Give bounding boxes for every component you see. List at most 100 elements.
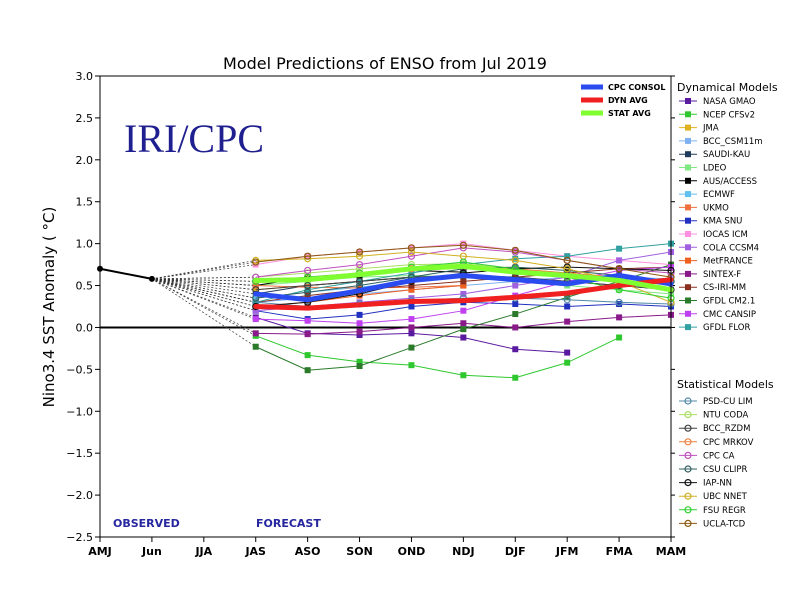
series-point bbox=[408, 282, 415, 289]
series-point bbox=[460, 334, 467, 341]
series-point bbox=[356, 358, 363, 365]
x-tick-label: SON bbox=[346, 545, 372, 558]
series-point bbox=[564, 303, 571, 310]
legend-swatch-marker bbox=[684, 479, 692, 487]
forecast-label: FORECAST bbox=[256, 517, 321, 530]
legend-swatch-marker bbox=[685, 204, 691, 211]
y-tick-labels: 3.0 2.5 2.0 1.5 1.0 0.5 0.0 −0.5 −1.0 −1.5 −2.0 −2.… bbox=[66, 70, 675, 544]
series-point bbox=[408, 269, 415, 276]
watermark: IRI/CPC bbox=[124, 116, 264, 161]
forecast-connector bbox=[151, 264, 256, 280]
series-point bbox=[512, 255, 519, 262]
legend-swatch-marker bbox=[685, 151, 691, 158]
legend-label: PSD-CU LIM bbox=[703, 397, 753, 407]
y-axis-label: Nino3.4 SST Anomaly ( °C) bbox=[40, 207, 58, 408]
model-legend: Dynamical Models Statistical Models NASA… bbox=[677, 81, 778, 529]
series-point bbox=[564, 359, 571, 366]
series-point bbox=[407, 244, 416, 252]
series-point bbox=[460, 307, 467, 314]
legend-label: SAUDI-KAU bbox=[703, 150, 750, 160]
legend-swatch-marker bbox=[685, 177, 691, 184]
forecast-connector bbox=[151, 278, 256, 318]
x-tick-label: ASO bbox=[295, 545, 321, 558]
series-point bbox=[459, 241, 467, 249]
series-point bbox=[460, 372, 467, 379]
series-point bbox=[252, 258, 260, 266]
series-point bbox=[304, 367, 311, 374]
forecast-connector bbox=[151, 278, 256, 348]
y-tick-label: −1.5 bbox=[66, 447, 93, 460]
legend-swatch-marker bbox=[685, 257, 691, 264]
series-point bbox=[356, 328, 363, 335]
legend-label: CMC CANSIP bbox=[703, 310, 756, 320]
forecast-connector bbox=[151, 260, 256, 280]
y-tick-label: −2.0 bbox=[66, 489, 93, 502]
x-tick-label: OND bbox=[398, 545, 426, 558]
forecast-connector bbox=[151, 278, 256, 312]
series-ucla-tcd bbox=[252, 241, 675, 281]
series-sintex-f bbox=[252, 311, 674, 338]
series-point bbox=[304, 317, 311, 324]
forecast-connector bbox=[151, 278, 256, 334]
legend-label: FSU REGR bbox=[703, 506, 746, 516]
consensus-legend-label: DYN AVG bbox=[608, 96, 648, 105]
legend-label: ECMWF bbox=[703, 190, 735, 200]
legend-label: IOCAS ICM bbox=[703, 230, 748, 240]
chart-title: Model Predictions of ENSO from Jul 2019 bbox=[223, 54, 547, 73]
series-point bbox=[356, 320, 363, 327]
series-point bbox=[304, 288, 312, 296]
observed-line bbox=[99, 267, 153, 280]
series-point bbox=[460, 326, 467, 333]
y-tick-label: −2.5 bbox=[66, 531, 93, 544]
x-tick-label: JFM bbox=[555, 545, 579, 558]
legend-label: BCC_CSM11m bbox=[703, 137, 763, 147]
forecast-connector bbox=[151, 278, 256, 303]
consensus-legend: CPC CONSOL DYN AVG STAT AVG bbox=[581, 83, 665, 118]
legend-label: KMA SNU bbox=[703, 217, 742, 227]
series-point bbox=[616, 257, 623, 264]
legend-swatch-marker bbox=[685, 98, 691, 104]
legend-swatch-marker bbox=[685, 270, 691, 277]
series-point bbox=[356, 311, 363, 318]
series-line bbox=[255, 243, 672, 266]
series-point bbox=[355, 265, 364, 273]
forecast-connector bbox=[151, 278, 256, 320]
legend-label: JMA bbox=[702, 124, 719, 134]
series-point bbox=[408, 316, 415, 323]
series-point bbox=[563, 296, 571, 304]
series-point bbox=[460, 290, 467, 297]
series-point bbox=[615, 298, 623, 306]
legend-label: NCEP CFSv2 bbox=[703, 110, 755, 120]
y-tick-label: 2.0 bbox=[76, 154, 94, 167]
observed-point bbox=[148, 275, 155, 282]
legend-swatch-marker bbox=[684, 397, 692, 405]
legend-swatch-marker bbox=[685, 124, 691, 131]
series-point bbox=[511, 246, 519, 254]
legend-swatch-marker bbox=[684, 465, 692, 473]
y-tick-label: 1.0 bbox=[76, 238, 94, 251]
forecast-connector bbox=[151, 278, 256, 295]
legend-swatch-marker bbox=[685, 137, 691, 144]
series-point bbox=[304, 331, 311, 338]
series-point bbox=[615, 265, 623, 273]
x-tick-label: MAM bbox=[656, 545, 686, 558]
observed-label: OBSERVED bbox=[113, 517, 180, 530]
forecast-connector bbox=[151, 261, 256, 280]
series-point bbox=[616, 314, 623, 321]
series-point bbox=[460, 240, 467, 247]
legend-swatch-marker bbox=[685, 284, 691, 291]
legend-swatch-marker bbox=[685, 297, 691, 304]
series-line bbox=[255, 335, 620, 379]
legend-label: CPC CA bbox=[703, 451, 735, 461]
legend-label: MetFRANCE bbox=[703, 257, 753, 267]
series-point bbox=[355, 248, 364, 256]
series-point bbox=[252, 307, 259, 314]
y-tick-label: 2.5 bbox=[76, 112, 94, 125]
legend-swatch-marker bbox=[685, 111, 691, 118]
series-point bbox=[408, 344, 415, 351]
consensus-legend-label: STAT AVG bbox=[608, 109, 651, 118]
series-point bbox=[564, 253, 571, 260]
legend-label: LDEO bbox=[703, 164, 727, 174]
legend-label: NASA GMAO bbox=[703, 97, 756, 107]
